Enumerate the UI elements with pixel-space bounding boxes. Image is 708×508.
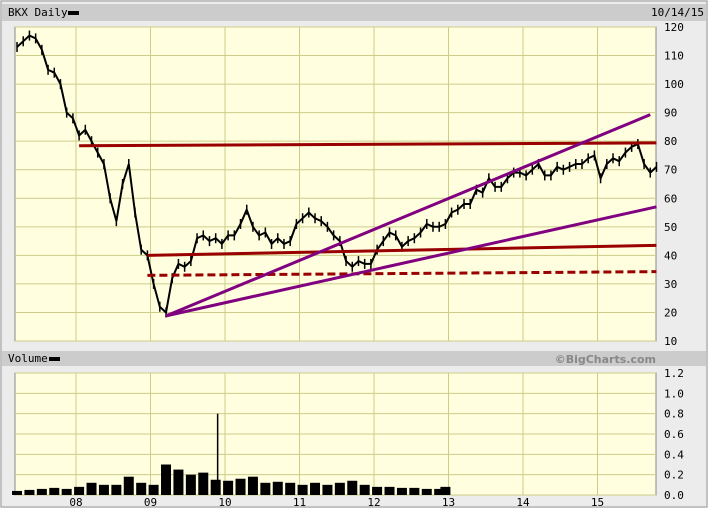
volume-bar [372,486,383,495]
volume-bar [86,482,97,495]
volume-bar [198,472,209,495]
volume-bar [260,482,271,495]
price-legend-swatch [68,11,79,15]
volume-bar [98,484,109,495]
channel-trend-line [165,113,651,318]
price-tick-label: 30 [664,278,677,291]
volume-bar [310,482,321,495]
volume-bar [384,486,395,495]
volume-bar [272,481,283,495]
volume-bar [136,482,147,495]
price-tick-label: 90 [664,107,677,120]
price-tick-label: 80 [664,135,677,148]
volume-tick-label: 1.0 [664,387,684,400]
price-header-bar [2,4,706,21]
volume-tick-label: 0.6 [664,428,684,441]
price-plot-area [14,26,657,342]
price-line [16,34,658,315]
volume-bar [421,488,432,495]
volume-bar [36,488,47,495]
volume-bar [111,484,122,495]
copyright: ©BigCharts.com [555,353,656,366]
volume-bar [247,476,258,495]
volume-title: Volume [8,352,48,365]
volume-tick-label: 0.4 [664,448,684,461]
volume-bar [409,487,420,495]
volume-bar [49,487,60,495]
volume-bar [359,484,370,495]
chart-date: 10/14/15 [651,6,704,19]
volume-tick-label: 0.2 [664,469,684,482]
price-tick-label: 70 [664,164,677,177]
volume-bar [347,480,358,495]
volume-header-bar [2,351,706,366]
support-resistance-line [79,141,657,148]
x-tick-label: 11 [293,496,306,508]
volume-bar [173,469,184,495]
volume-bar [210,479,221,495]
price-tick-label: 10 [664,335,677,348]
chart-title: BKX Daily [8,6,68,19]
volume-bar [12,490,23,495]
x-tick-label: 12 [367,496,380,508]
volume-legend-swatch [49,357,60,361]
price-tick-label: 60 [664,192,677,205]
volume-bar [61,488,72,495]
x-tick-label: 15 [591,496,604,508]
volume-bar [123,476,134,495]
volume-bar [440,486,451,495]
price-tick-label: 40 [664,249,677,262]
volume-bar [297,484,308,495]
volume-tick-label: 0.8 [664,408,684,421]
volume-bar [322,484,333,495]
volume-bar [161,464,172,495]
volume-bar [396,487,407,495]
price-tick-label: 120 [664,21,684,34]
volume-bar [185,474,196,495]
volume-bar [24,489,35,495]
volume-bar [334,482,345,495]
volume-bar [235,478,246,495]
volume-bar [74,486,85,495]
x-tick-label: 10 [218,496,231,508]
volume-tick-label: 0.0 [664,489,684,502]
price-tick-label: 20 [664,306,677,319]
volume-tick-label: 1.2 [664,367,684,380]
x-tick-label: 09 [144,496,157,508]
support-resistance-line [147,243,657,257]
channel-trend-line [165,205,657,318]
support-resistance-line [147,270,657,277]
x-tick-label: 13 [442,496,455,508]
x-tick-label: 14 [516,496,530,508]
volume-bar [285,482,296,495]
x-tick-label: 08 [69,496,82,508]
price-tick-label: 100 [664,78,684,91]
volume-bar [148,484,159,495]
volume-bar [216,413,219,495]
price-tick-label: 110 [664,50,684,63]
volume-bar [223,480,234,495]
volume-bar [434,488,445,495]
price-tick-label: 50 [664,221,677,234]
